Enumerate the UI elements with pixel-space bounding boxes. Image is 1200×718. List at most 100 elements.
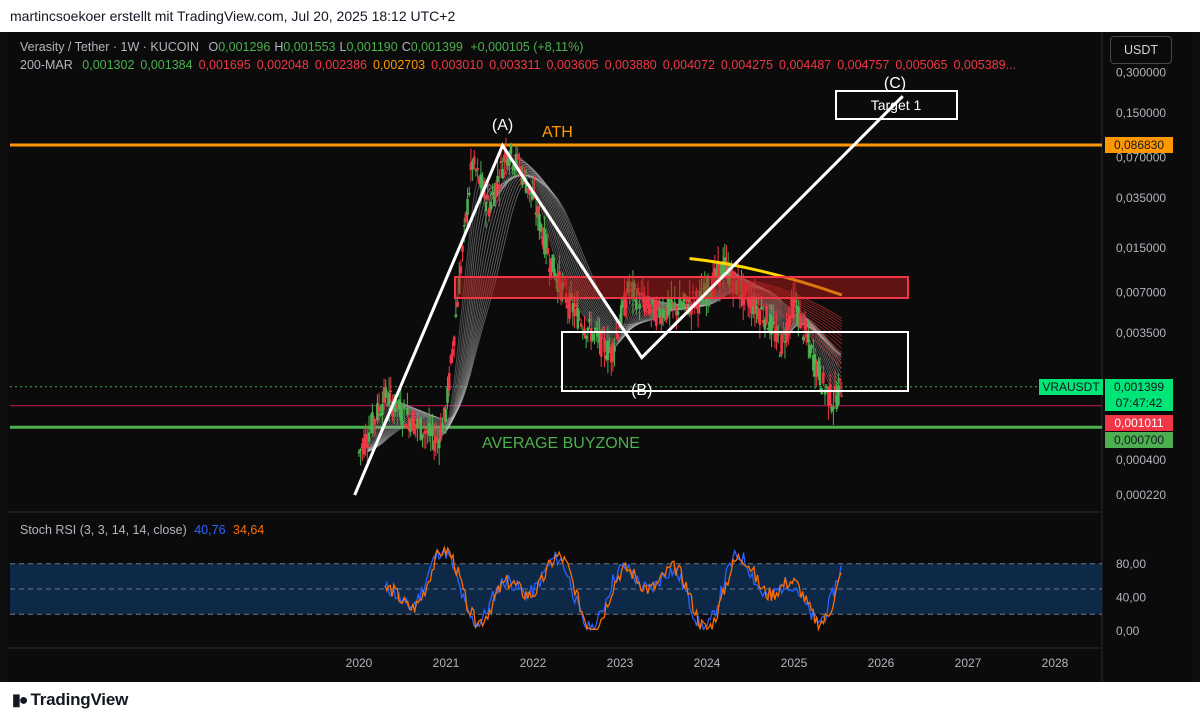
candle-body [599, 330, 603, 357]
candle-body [546, 247, 550, 255]
candle-body [401, 421, 404, 426]
wave-path [353, 95, 904, 496]
candle-body [840, 395, 844, 397]
candle-body [803, 322, 807, 330]
ribbon-value: 0,001384 [140, 58, 193, 72]
ribbon-value: 0,004487 [779, 58, 832, 72]
candle-body [513, 164, 516, 171]
price-axis-label: 0,300000 [1116, 65, 1166, 79]
candle-body [696, 302, 700, 314]
candle-body [748, 297, 752, 308]
time-axis-label: 2020 [346, 656, 373, 670]
ohlc-key: O [208, 40, 219, 54]
candle-body [645, 299, 648, 304]
candle-body [384, 387, 388, 398]
candle-body [436, 440, 439, 443]
candle-body [721, 261, 725, 278]
candle-body [681, 301, 685, 307]
target-label: Target 1 [871, 97, 922, 113]
candle-body [476, 168, 479, 171]
candle-body [768, 313, 772, 332]
candle-body [618, 324, 621, 329]
wave-c-label: (C) [884, 75, 906, 92]
candle-body [792, 296, 795, 319]
price-axis-label: 0,150000 [1116, 106, 1166, 120]
symbol-tag: VRAUSDT [1039, 379, 1103, 395]
price-axis-label: 0,000220 [1116, 488, 1166, 502]
candle-body [392, 406, 396, 412]
candle-body [504, 150, 508, 164]
candle-body [775, 326, 778, 342]
candle-body [838, 378, 842, 381]
candle-body [688, 296, 692, 303]
time-axis-label: 2026 [868, 656, 895, 670]
ribbon-value: 0,001302 [82, 58, 135, 72]
candle-body [808, 344, 812, 358]
candle-body [409, 422, 413, 432]
candle-body [807, 333, 810, 343]
candle-body [431, 425, 434, 437]
candle-body [716, 263, 720, 277]
candle-body [733, 272, 737, 275]
candle-body [361, 443, 364, 449]
candle-body [770, 315, 773, 335]
candle-body [427, 423, 431, 436]
candle-body [579, 323, 583, 327]
candle-body [810, 345, 813, 349]
currency-button[interactable]: USDT [1110, 36, 1172, 64]
candle-body [362, 438, 366, 455]
candle-body [611, 342, 615, 362]
candle-body [813, 353, 817, 377]
candle-body [614, 333, 618, 335]
candle-body [381, 404, 384, 415]
candle-body [574, 304, 578, 307]
candle-body [498, 184, 501, 190]
ribbon-value: 0,003311 [489, 58, 541, 72]
candle-body [472, 156, 476, 165]
candle-body [543, 227, 546, 255]
candle-body [426, 428, 429, 434]
candle-body [506, 157, 509, 166]
candle-body [753, 295, 757, 314]
candle-body [429, 430, 433, 436]
ribbon-value: 0,002386 [314, 58, 367, 72]
tradingview-logo[interactable]: ▮● TradingView [12, 690, 128, 710]
candle-body [621, 300, 625, 306]
candle-body [357, 451, 361, 454]
buyzone-label: AVERAGE BUYZONE [482, 435, 640, 452]
candle-body [526, 188, 530, 192]
candle-body [818, 366, 822, 386]
candle-body [371, 412, 374, 434]
candle-body [795, 305, 798, 311]
candle-body [536, 206, 540, 218]
ohlc-key: C [401, 40, 411, 54]
candle-body [474, 170, 478, 172]
candle-body [459, 266, 463, 274]
candle-body [411, 413, 414, 431]
candle-body [594, 327, 598, 332]
candle-body [437, 438, 441, 449]
candle-body [812, 354, 815, 371]
candle-body [668, 303, 671, 310]
candle-body [509, 144, 513, 155]
candle-body [466, 198, 469, 216]
candle-body [374, 420, 378, 422]
candle-body [606, 340, 610, 361]
candle-body [421, 434, 424, 438]
candle-body [369, 426, 372, 430]
candle-body [825, 386, 829, 388]
stoch-axis-label: 40,00 [1116, 590, 1146, 604]
candle-body [389, 390, 393, 393]
candle-body [514, 153, 518, 167]
candle-body [666, 298, 670, 316]
candle-body [670, 297, 673, 310]
time-axis-label: 2021 [433, 656, 460, 670]
candle-body [551, 254, 555, 273]
accumulation-zone [561, 331, 909, 392]
candle-body [416, 418, 419, 426]
candle-body [387, 392, 391, 406]
ohlc-value: 0,001553 [283, 40, 336, 54]
candle-body [760, 306, 763, 310]
candle-body [496, 176, 499, 183]
